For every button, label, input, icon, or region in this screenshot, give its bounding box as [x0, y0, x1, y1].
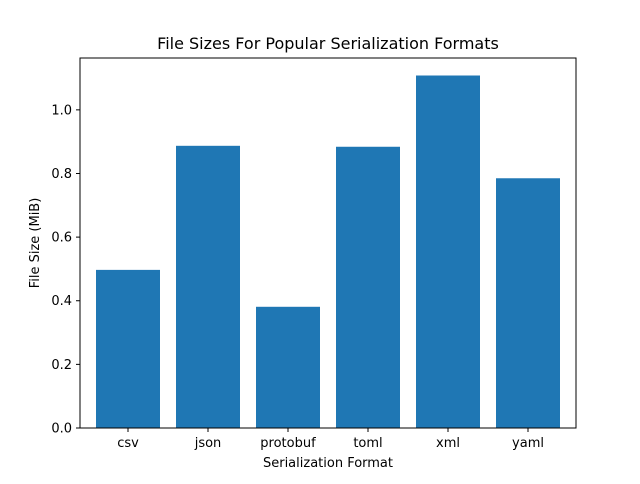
y-tick-label: 0.2	[51, 358, 72, 373]
bar-json	[176, 145, 240, 428]
y-axis-label: File Size (MiB)	[28, 198, 43, 289]
y-tick-label: 1.0	[51, 103, 72, 118]
y-tick-label: 0.6	[51, 231, 72, 246]
x-tick-label: csv	[117, 436, 139, 451]
y-tick-label: 0.8	[51, 167, 72, 182]
x-tick-label: json	[194, 436, 222, 451]
bar-yaml	[496, 178, 560, 428]
plot-area-frame	[79, 57, 577, 429]
chart-title: File Sizes For Popular Serialization For…	[157, 34, 499, 53]
x-tick-label: xml	[436, 436, 460, 451]
bar-protobuf	[256, 306, 320, 428]
x-tick-label: yaml	[512, 436, 544, 451]
x-tick-label: toml	[353, 436, 382, 451]
y-axis-ticks: 0.0 0.2 0.4 0.6 0.8 1.0	[51, 103, 80, 437]
y-tick-label: 0.4	[51, 294, 72, 309]
bar-toml	[336, 146, 400, 428]
x-axis-ticks: csv json protobuf toml xml yaml	[117, 428, 544, 451]
x-tick-label: protobuf	[260, 436, 316, 451]
x-axis-label: Serialization Format	[263, 456, 393, 471]
bar-csv	[96, 269, 160, 428]
bar-xml	[416, 75, 480, 428]
y-tick-label: 0.0	[51, 422, 72, 437]
bars-group	[96, 75, 560, 428]
